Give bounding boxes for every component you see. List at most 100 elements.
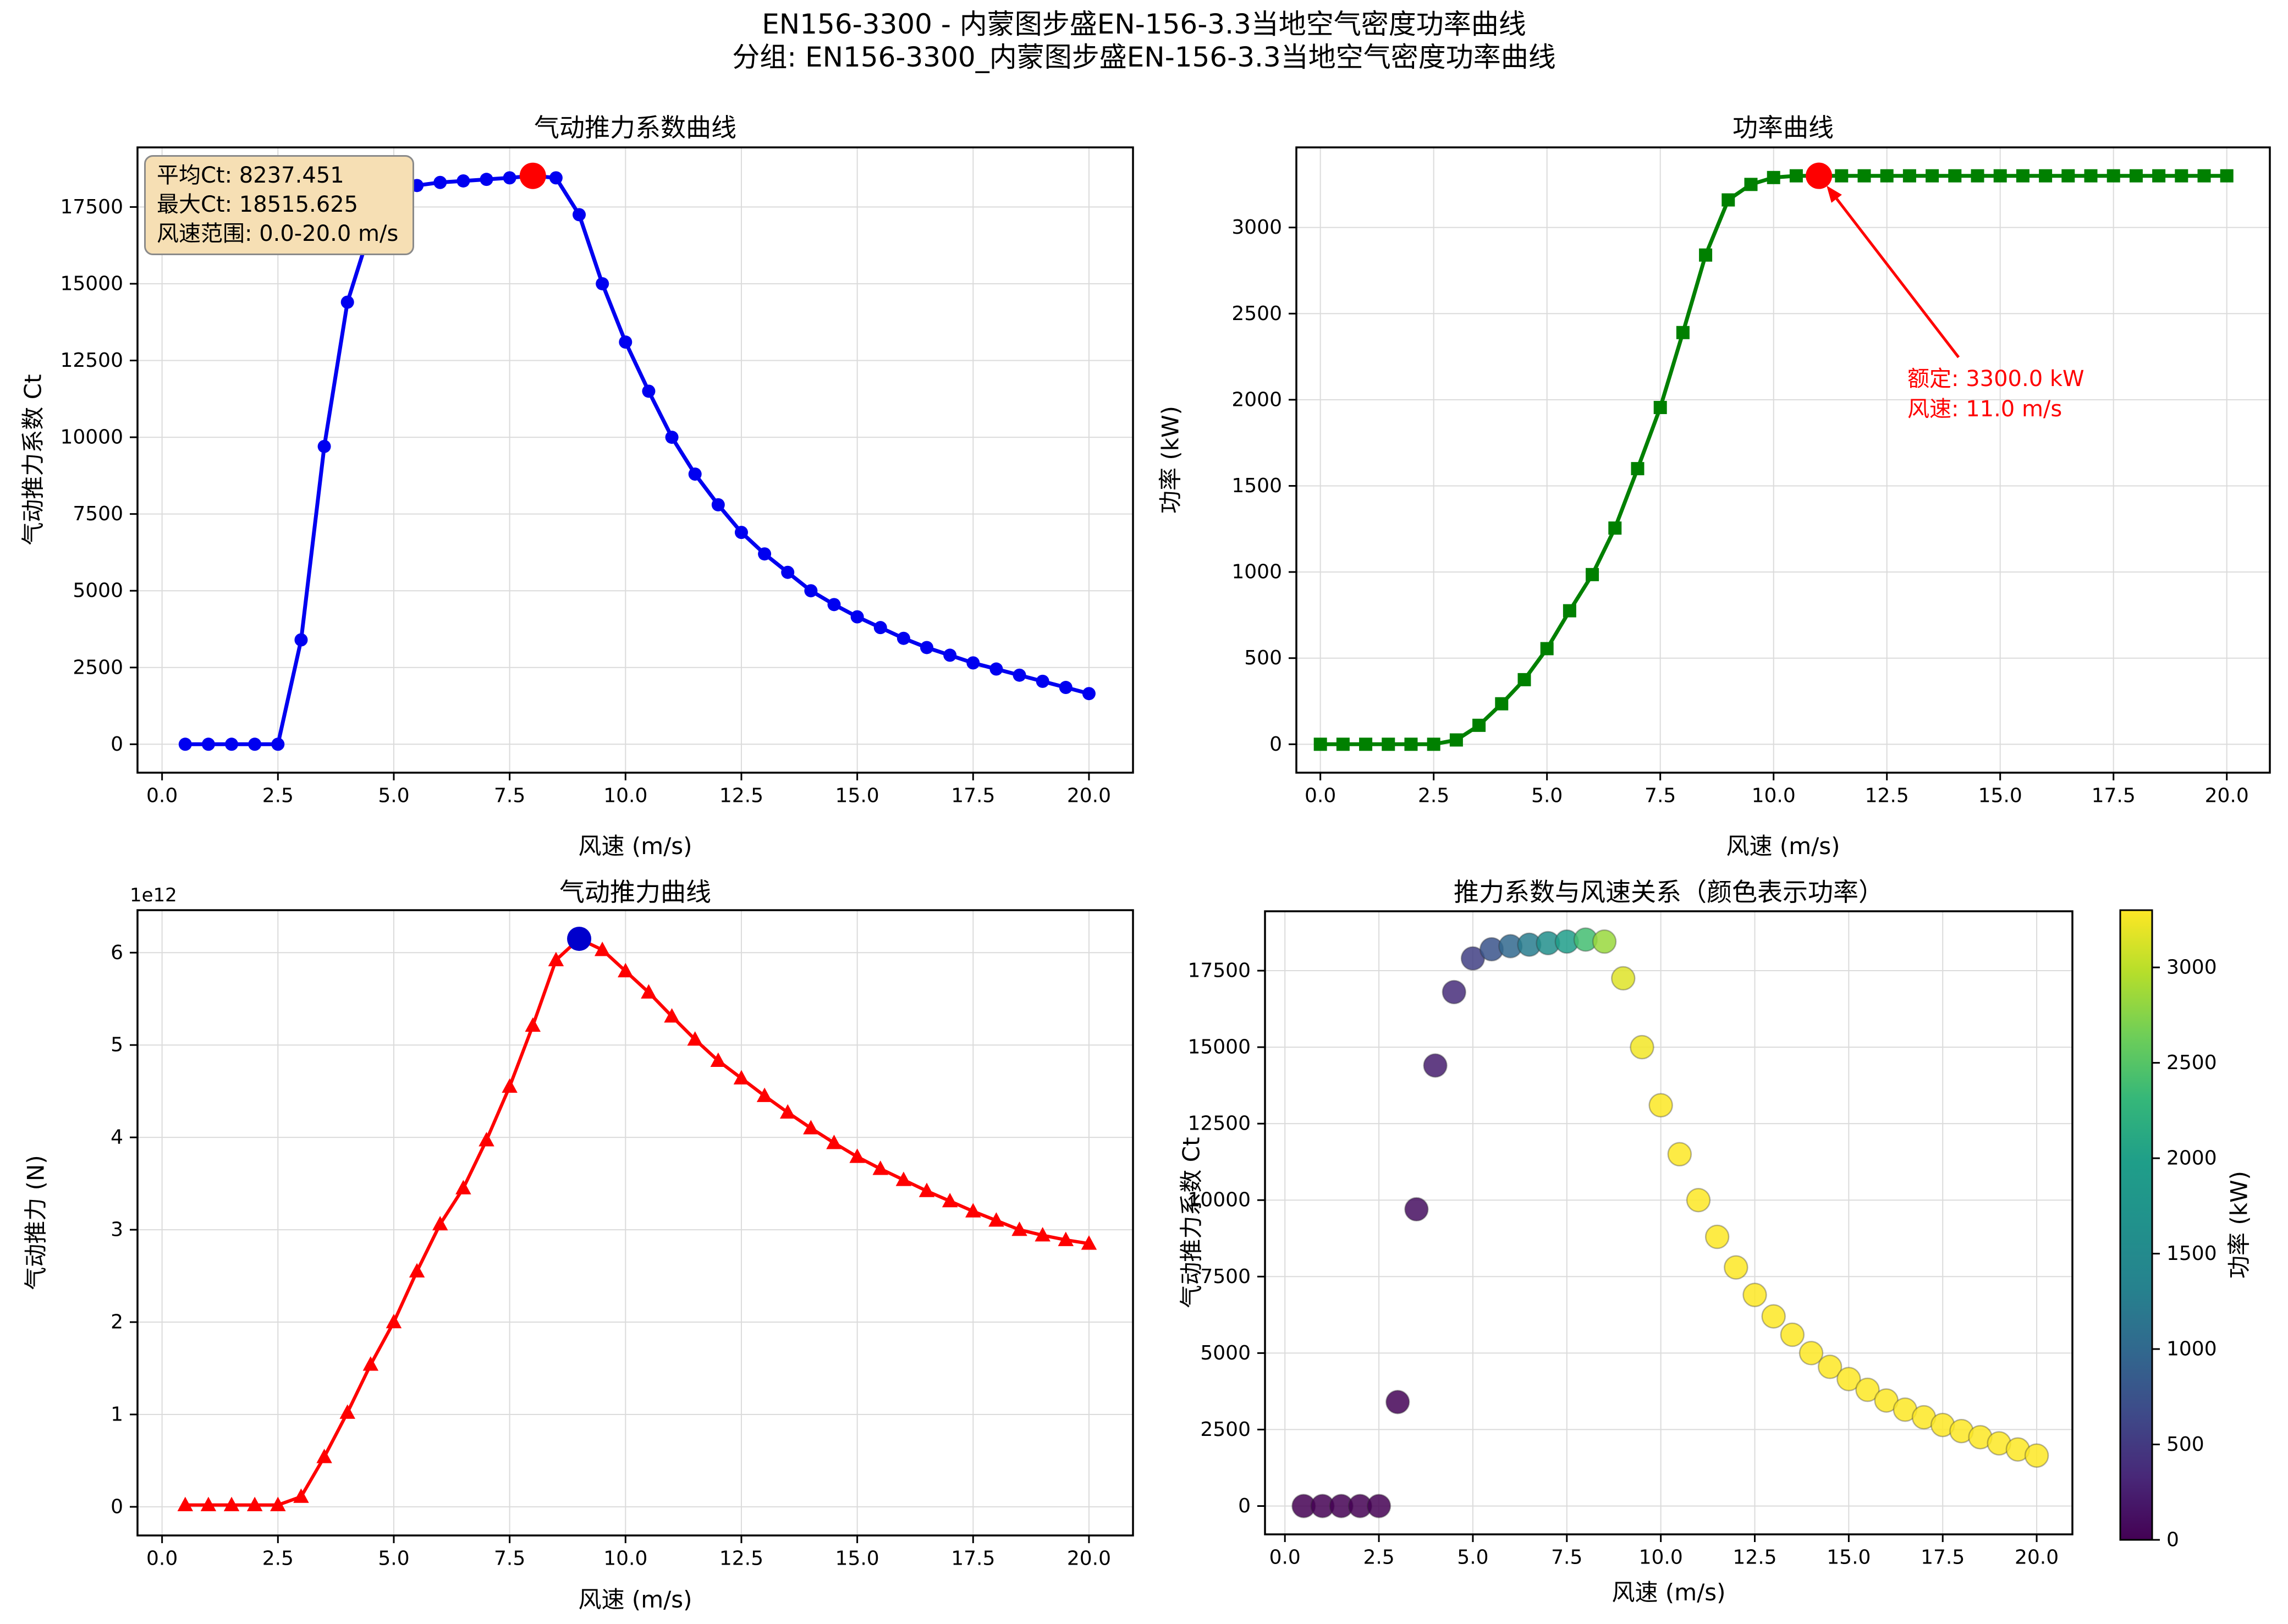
data-point (1082, 687, 1096, 701)
data-point (803, 1120, 819, 1135)
data-point (710, 1052, 727, 1067)
colorbar-tick-label: 3000 (2166, 956, 2217, 979)
data-point (317, 439, 331, 453)
data-point (641, 984, 657, 999)
y-tick-label: 7500 (73, 503, 123, 525)
y-tick-label: 15000 (1187, 1036, 1251, 1059)
data-point (270, 1496, 286, 1511)
data-point (895, 1171, 912, 1186)
scatter-title: 推力系数与风速关系（颜色表示功率） (1454, 877, 1884, 907)
data-point (873, 621, 887, 635)
y-tick-label: 15000 (60, 272, 123, 295)
x-tick-label: 2.5 (262, 1548, 294, 1570)
data-point (1902, 169, 1916, 183)
y-tick-label: 0 (1269, 733, 1282, 756)
data-point (897, 631, 910, 645)
scatter-ylabel: 气动推力系数 Ct (1178, 1137, 1205, 1308)
data-point (850, 610, 864, 624)
data-point (687, 1031, 703, 1046)
y-tick-label: 0 (1238, 1495, 1251, 1517)
scatter-point (1630, 1034, 1654, 1060)
colorbar (2119, 909, 2153, 1541)
x-tick-label: 15.0 (835, 785, 879, 807)
x-tick-label: 0.0 (146, 1548, 178, 1570)
infobox-max-ct: 最大Ct: 18515.625 (157, 191, 359, 217)
data-point (1382, 737, 1395, 751)
x-tick-label: 12.5 (1733, 1546, 1777, 1569)
data-point (246, 1496, 263, 1511)
x-tick-label: 0.0 (1269, 1546, 1301, 1569)
y-tick-label: 1 (111, 1403, 123, 1425)
x-tick-label: 10.0 (1752, 785, 1796, 807)
data-point (1540, 642, 1554, 656)
x-tick-label: 5.0 (1457, 1546, 1488, 1569)
data-point (1517, 673, 1531, 686)
y-tick-label: 1500 (1231, 475, 1282, 497)
annotation-rated-line: 额定: 3300.0 kW (1907, 366, 2084, 392)
axes-spines (1295, 146, 2271, 774)
x-tick-label: 17.5 (951, 1548, 995, 1570)
figure-suptitle-line1: EN156-3300 - 内蒙图步盛EN-156-3.3当地空气密度功率曲线 (762, 8, 1526, 40)
data-point (966, 656, 980, 670)
data-point (943, 648, 957, 662)
colorbar-tick-label: 1000 (2166, 1338, 2217, 1361)
scatter-point (1761, 1304, 1786, 1329)
series-line (183, 174, 1091, 746)
colorbar-tick-label: 2000 (2166, 1147, 2217, 1170)
data-point (1676, 326, 1690, 339)
scatter-point (1648, 1093, 1673, 1118)
data-point (1993, 169, 2007, 183)
data-point (2129, 169, 2143, 183)
data-point (711, 498, 725, 511)
panel-power_curve: 0.0 2.5 5.0 7.5 10.0 12.5 15.0 17.5 20.0 0 500 1000… (1231, 146, 2271, 807)
ct-xlabel: 风速 (m/s) (578, 833, 692, 860)
data-point (965, 1203, 981, 1218)
data-point (1586, 568, 1599, 581)
x-tick-label: 2.5 (262, 785, 294, 807)
data-point (919, 1182, 935, 1197)
data-point (362, 1356, 379, 1371)
data-point (1058, 1231, 1074, 1246)
annotation-arrowhead (1827, 185, 1842, 203)
data-point (1336, 737, 1350, 751)
data-point (1495, 697, 1509, 711)
thrust-curve-title: 气动推力曲线 (559, 877, 711, 907)
x-tick-label: 17.5 (1921, 1546, 1965, 1569)
data-point (849, 1148, 865, 1163)
data-point (1427, 737, 1440, 751)
y-tick-label: 2 (111, 1311, 123, 1334)
colorbar-tick-label: 500 (2166, 1433, 2204, 1456)
data-point (1948, 169, 1962, 183)
y-tick-label: 4 (111, 1126, 123, 1149)
y-tick-label: 12500 (60, 349, 123, 372)
highlight-point (567, 927, 592, 951)
data-point (1036, 674, 1049, 688)
y-tick-label: 5000 (1200, 1342, 1251, 1364)
panel-ct_power_scatter: 0.0 2.5 5.0 7.5 10.0 12.5 15.0 17.5 20.0 0 2500 500… (1187, 909, 2217, 1569)
scatter-point (1780, 1322, 1805, 1347)
x-tick-label: 12.5 (719, 1548, 763, 1570)
highlight-point (519, 162, 546, 189)
data-point (1744, 178, 1758, 191)
data-point (2084, 169, 2098, 183)
x-tick-label: 12.5 (1865, 785, 1909, 807)
data-point (433, 175, 447, 189)
data-point (177, 1496, 194, 1511)
infobox-mean-ct: 平均Ct: 8237.451 (157, 163, 344, 188)
data-point (642, 384, 656, 398)
data-point (1699, 248, 1713, 262)
scatter-point (1817, 1355, 1843, 1379)
data-point (1835, 169, 1849, 183)
x-tick-label: 5.0 (378, 785, 409, 807)
y-tick-label: 5000 (73, 580, 123, 602)
data-point (920, 641, 934, 654)
data-point (664, 1008, 680, 1023)
data-point (1035, 1227, 1050, 1242)
data-point (1313, 737, 1327, 751)
data-point (733, 1070, 750, 1084)
data-point (1404, 737, 1418, 751)
scatter-point (1742, 1282, 1767, 1307)
power-curve-title: 功率曲线 (1733, 113, 1834, 142)
data-point (432, 1216, 448, 1231)
